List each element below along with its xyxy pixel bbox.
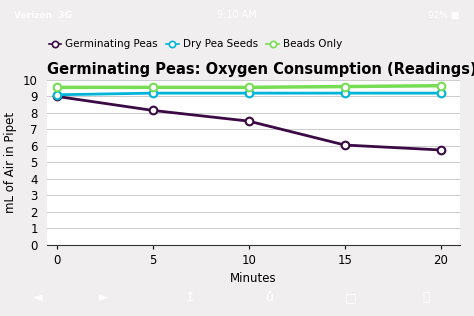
Text: ►: ► bbox=[100, 291, 109, 304]
Text: ⤡: ⤡ bbox=[423, 291, 430, 304]
Legend: Germinating Peas, Dry Pea Seeds, Beads Only: Germinating Peas, Dry Pea Seeds, Beads O… bbox=[45, 35, 346, 53]
Text: □: □ bbox=[345, 291, 356, 304]
Text: ↥: ↥ bbox=[184, 291, 195, 304]
Text: ǔ: ǔ bbox=[266, 291, 274, 304]
Text: 9:10 AM: 9:10 AM bbox=[217, 10, 257, 20]
Y-axis label: mL of Air in Pipet: mL of Air in Pipet bbox=[4, 112, 17, 213]
Text: ◄: ◄ bbox=[33, 291, 43, 304]
Text: Germinating Peas: Oxygen Consumption (Readings): Germinating Peas: Oxygen Consumption (Re… bbox=[47, 63, 474, 77]
Text: Verizon  3G: Verizon 3G bbox=[14, 10, 72, 20]
Text: 92% ■: 92% ■ bbox=[428, 10, 460, 20]
X-axis label: Minutes: Minutes bbox=[230, 272, 277, 285]
